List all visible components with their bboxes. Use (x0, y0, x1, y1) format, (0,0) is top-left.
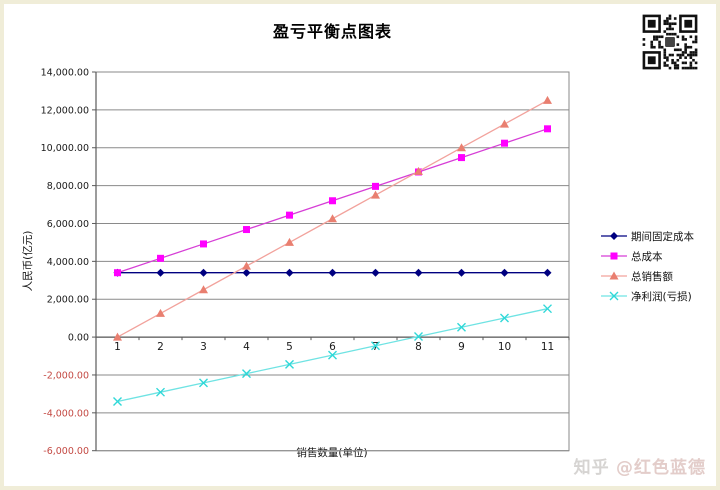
x-tick-label: 6 (329, 341, 336, 353)
legend-item: 总销售额 (601, 269, 694, 283)
data-point-marker (200, 240, 207, 248)
data-point-marker (199, 378, 208, 388)
data-point-marker (371, 341, 380, 351)
data-point-marker (113, 396, 122, 406)
legend-label: 总销售额 (631, 270, 673, 283)
data-point-marker (543, 268, 552, 277)
data-point-marker (371, 268, 380, 277)
legend-item: 期间固定成本 (601, 229, 694, 243)
data-point-marker (285, 237, 294, 246)
y-tick-label: 10,000.00 (41, 143, 89, 154)
x-tick-label: 10 (498, 341, 511, 353)
data-point-marker (243, 226, 250, 234)
data-point-marker (414, 268, 423, 277)
data-point-marker (157, 254, 164, 262)
data-point-marker (500, 268, 509, 277)
data-point-marker (114, 269, 121, 277)
data-point-marker (610, 252, 618, 260)
y-tick-label: -4,000.00 (43, 408, 89, 419)
data-point-marker (242, 369, 251, 379)
legend-item: 总成本 (601, 249, 694, 263)
x-tick-label: 8 (415, 341, 422, 353)
legend-label: 总成本 (631, 250, 663, 263)
data-point-marker (610, 232, 618, 240)
watermark-brand: 知乎 (573, 458, 610, 478)
data-point-marker (457, 322, 466, 332)
legend-marker (601, 271, 627, 280)
x-tick-label: 1 (114, 341, 121, 353)
data-point-marker (328, 268, 337, 277)
data-point-marker (328, 214, 337, 223)
data-point-marker (199, 268, 208, 277)
x-tick-label: 2 (157, 341, 164, 353)
x-axis-title: 销售数量(单位) (296, 446, 367, 459)
data-point-marker (329, 197, 336, 205)
data-point-marker (609, 271, 619, 280)
data-point-marker (113, 332, 122, 341)
data-point-marker (328, 350, 337, 360)
data-point-marker (371, 190, 380, 199)
x-tick-label: 4 (243, 341, 250, 353)
watermark-handle: @红色蓝德 (616, 458, 706, 478)
legend-label: 期间固定成本 (631, 230, 694, 243)
data-point-marker (458, 154, 465, 162)
chart-title: 盈亏平衡点图表 (272, 22, 392, 41)
data-point-marker (414, 332, 423, 342)
x-tick-label: 9 (458, 341, 465, 353)
legend-label: 净利润(亏损) (631, 290, 692, 303)
data-point-marker (609, 291, 619, 301)
data-point-marker (500, 313, 509, 323)
data-point-marker (285, 359, 294, 369)
data-point-marker (501, 139, 508, 147)
y-tick-label: -2,000.00 (43, 370, 89, 381)
data-point-marker (543, 95, 552, 104)
data-point-marker (199, 285, 208, 294)
y-axis-title: 人民币(亿元) (21, 231, 34, 292)
plot-area: 人民币(亿元) 销售数量(单位) -6,000.00 -4,000.00 -2,00… (21, 68, 570, 459)
x-tick-label: 7 (372, 341, 379, 353)
data-point-marker (543, 304, 552, 314)
x-tick-label: 5 (286, 341, 293, 353)
legend-item: 净利润(亏损) (601, 289, 694, 303)
y-tick-label: 12,000.00 (41, 105, 89, 116)
y-tick-label: 6,000.00 (47, 219, 89, 230)
y-tick-label: 0.00 (68, 333, 89, 344)
legend-marker (601, 291, 627, 301)
data-point-marker (500, 119, 509, 128)
x-tick-label: 3 (200, 341, 207, 353)
y-tick-label: 8,000.00 (47, 181, 89, 192)
qr-code (640, 12, 700, 70)
data-point-marker (285, 268, 294, 277)
data-point-marker (156, 308, 165, 317)
x-tick-label: 11 (541, 341, 554, 353)
data-point-marker (414, 166, 423, 175)
y-tick-label: 14,000.00 (41, 68, 89, 79)
watermark: 知乎 @红色蓝德 (574, 453, 706, 478)
data-point-marker (156, 387, 165, 397)
data-point-marker (457, 143, 466, 152)
legend-marker (601, 232, 627, 240)
data-point-marker (242, 268, 251, 277)
data-point-marker (242, 261, 251, 270)
data-point-marker (156, 268, 165, 277)
data-point-marker (372, 182, 379, 190)
data-point-marker (457, 268, 466, 277)
data-point-marker (286, 211, 293, 219)
data-point-marker (544, 125, 551, 133)
legend: 期间固定成本 总成本总销售额净利润(亏损) (601, 229, 694, 303)
y-tick-label: 4,000.00 (47, 257, 89, 268)
y-tick-label: -6,000.00 (43, 446, 89, 457)
y-tick-label: 2,000.00 (47, 295, 89, 306)
legend-marker (601, 252, 627, 260)
